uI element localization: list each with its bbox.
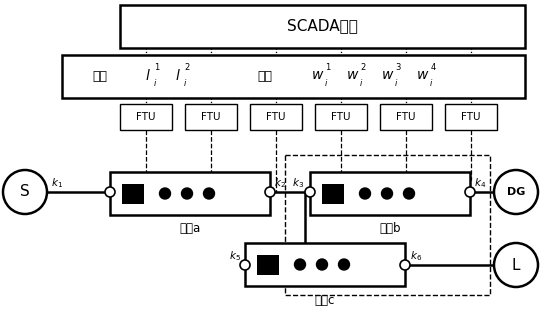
FancyBboxPatch shape: [245, 243, 405, 286]
Text: $k_1$: $k_1$: [51, 176, 63, 190]
Text: $w$: $w$: [346, 68, 360, 82]
Circle shape: [240, 260, 250, 270]
Circle shape: [265, 187, 275, 197]
Circle shape: [305, 187, 315, 197]
FancyBboxPatch shape: [62, 55, 525, 98]
Circle shape: [360, 188, 371, 199]
Text: $l$: $l$: [145, 68, 151, 82]
Circle shape: [203, 188, 214, 199]
FancyBboxPatch shape: [257, 255, 279, 274]
FancyBboxPatch shape: [315, 104, 367, 130]
Circle shape: [404, 188, 414, 199]
Text: $w$: $w$: [311, 68, 325, 82]
Text: i: i: [395, 78, 397, 87]
Text: FTU: FTU: [201, 112, 221, 122]
FancyBboxPatch shape: [322, 183, 344, 204]
Circle shape: [339, 259, 349, 270]
Text: 端口c: 端口c: [315, 294, 335, 307]
Circle shape: [181, 188, 193, 199]
Text: FTU: FTU: [136, 112, 156, 122]
Circle shape: [400, 260, 410, 270]
FancyBboxPatch shape: [445, 104, 497, 130]
Text: $k_6$: $k_6$: [410, 249, 422, 263]
Circle shape: [294, 259, 306, 270]
FancyBboxPatch shape: [110, 172, 270, 215]
Circle shape: [160, 188, 170, 199]
Text: $l$: $l$: [175, 68, 181, 82]
FancyBboxPatch shape: [185, 104, 237, 130]
Circle shape: [465, 187, 475, 197]
Text: $k_3$: $k_3$: [292, 176, 304, 190]
Text: $w$: $w$: [381, 68, 395, 82]
FancyBboxPatch shape: [380, 104, 432, 130]
Text: L: L: [512, 258, 520, 272]
Text: 3: 3: [395, 64, 401, 72]
Text: $w$: $w$: [417, 68, 430, 82]
Text: FTU: FTU: [331, 112, 351, 122]
Circle shape: [381, 188, 393, 199]
Text: FTU: FTU: [266, 112, 286, 122]
Text: 误报: 误报: [258, 70, 273, 82]
Text: i: i: [184, 78, 186, 87]
Text: 漏报: 漏报: [93, 70, 108, 82]
FancyBboxPatch shape: [250, 104, 302, 130]
Circle shape: [494, 170, 538, 214]
Text: SCADA系统: SCADA系统: [287, 19, 358, 33]
Circle shape: [105, 187, 115, 197]
Circle shape: [3, 170, 47, 214]
Text: i: i: [430, 78, 432, 87]
Circle shape: [316, 259, 327, 270]
Text: $k_4$: $k_4$: [474, 176, 486, 190]
Text: 端口a: 端口a: [180, 222, 201, 235]
Text: 1: 1: [325, 64, 331, 72]
Text: 2: 2: [360, 64, 366, 72]
FancyBboxPatch shape: [122, 183, 144, 204]
Text: FTU: FTU: [461, 112, 481, 122]
Circle shape: [494, 243, 538, 287]
Text: S: S: [20, 184, 30, 200]
Text: 1: 1: [154, 64, 160, 72]
FancyBboxPatch shape: [310, 172, 470, 215]
Text: $k_5$: $k_5$: [229, 249, 241, 263]
Text: 2: 2: [184, 64, 190, 72]
Text: 端口b: 端口b: [379, 222, 401, 235]
Text: 4: 4: [431, 64, 436, 72]
Text: i: i: [325, 78, 327, 87]
FancyBboxPatch shape: [120, 5, 525, 48]
Text: FTU: FTU: [396, 112, 415, 122]
Text: $k_2$: $k_2$: [274, 176, 286, 190]
Text: i: i: [154, 78, 156, 87]
Text: i: i: [360, 78, 362, 87]
FancyBboxPatch shape: [120, 104, 172, 130]
Text: DG: DG: [507, 187, 525, 197]
